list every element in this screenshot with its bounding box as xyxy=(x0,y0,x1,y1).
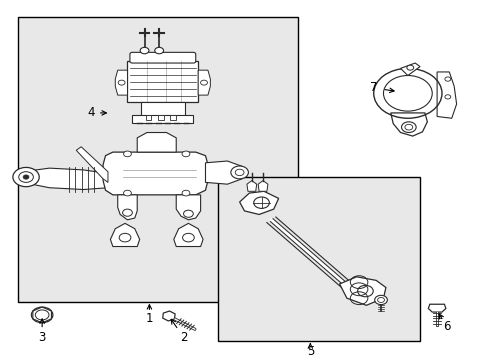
Polygon shape xyxy=(239,191,278,215)
Circle shape xyxy=(377,297,384,302)
Polygon shape xyxy=(436,72,456,118)
Polygon shape xyxy=(246,181,256,191)
Bar xyxy=(141,102,184,116)
Circle shape xyxy=(31,307,53,323)
Circle shape xyxy=(123,190,131,196)
Polygon shape xyxy=(76,147,108,183)
Circle shape xyxy=(140,48,149,54)
Polygon shape xyxy=(427,304,445,312)
Circle shape xyxy=(444,95,450,99)
Polygon shape xyxy=(118,195,137,220)
Circle shape xyxy=(357,285,372,297)
Bar xyxy=(169,115,175,120)
Polygon shape xyxy=(110,223,140,247)
Bar xyxy=(127,61,198,102)
Circle shape xyxy=(374,295,386,305)
Circle shape xyxy=(200,80,207,85)
Circle shape xyxy=(235,169,244,176)
Polygon shape xyxy=(390,113,427,136)
Polygon shape xyxy=(176,195,200,220)
Circle shape xyxy=(23,175,29,179)
Text: 4: 4 xyxy=(87,107,95,120)
Bar xyxy=(158,115,163,120)
Circle shape xyxy=(35,310,49,320)
Circle shape xyxy=(182,233,194,242)
Circle shape xyxy=(182,190,189,196)
Circle shape xyxy=(183,210,193,217)
Circle shape xyxy=(123,151,131,157)
Circle shape xyxy=(404,124,412,130)
Circle shape xyxy=(182,151,189,157)
Text: 7: 7 xyxy=(369,81,377,94)
Bar xyxy=(145,115,151,120)
Circle shape xyxy=(122,209,132,216)
Bar xyxy=(132,115,193,123)
Polygon shape xyxy=(339,277,385,305)
Polygon shape xyxy=(198,70,210,95)
Polygon shape xyxy=(400,63,419,76)
Text: 6: 6 xyxy=(442,320,449,333)
Text: 3: 3 xyxy=(39,331,46,344)
Polygon shape xyxy=(258,181,267,191)
Circle shape xyxy=(230,166,248,179)
Circle shape xyxy=(444,77,450,81)
Text: 5: 5 xyxy=(306,345,313,358)
Polygon shape xyxy=(103,152,207,195)
Polygon shape xyxy=(22,168,108,189)
Bar xyxy=(217,177,419,341)
Text: 2: 2 xyxy=(180,331,187,344)
Polygon shape xyxy=(173,223,203,247)
Text: 1: 1 xyxy=(145,312,153,325)
FancyBboxPatch shape xyxy=(130,52,195,63)
Circle shape xyxy=(155,48,163,54)
Circle shape xyxy=(19,172,33,183)
Circle shape xyxy=(406,65,413,70)
Circle shape xyxy=(118,80,125,85)
Polygon shape xyxy=(115,70,127,95)
Circle shape xyxy=(119,233,131,242)
Circle shape xyxy=(401,122,415,132)
Polygon shape xyxy=(163,311,175,321)
Circle shape xyxy=(253,197,269,208)
Polygon shape xyxy=(205,161,244,184)
Circle shape xyxy=(13,167,39,187)
Polygon shape xyxy=(137,132,176,152)
Bar xyxy=(18,17,298,302)
